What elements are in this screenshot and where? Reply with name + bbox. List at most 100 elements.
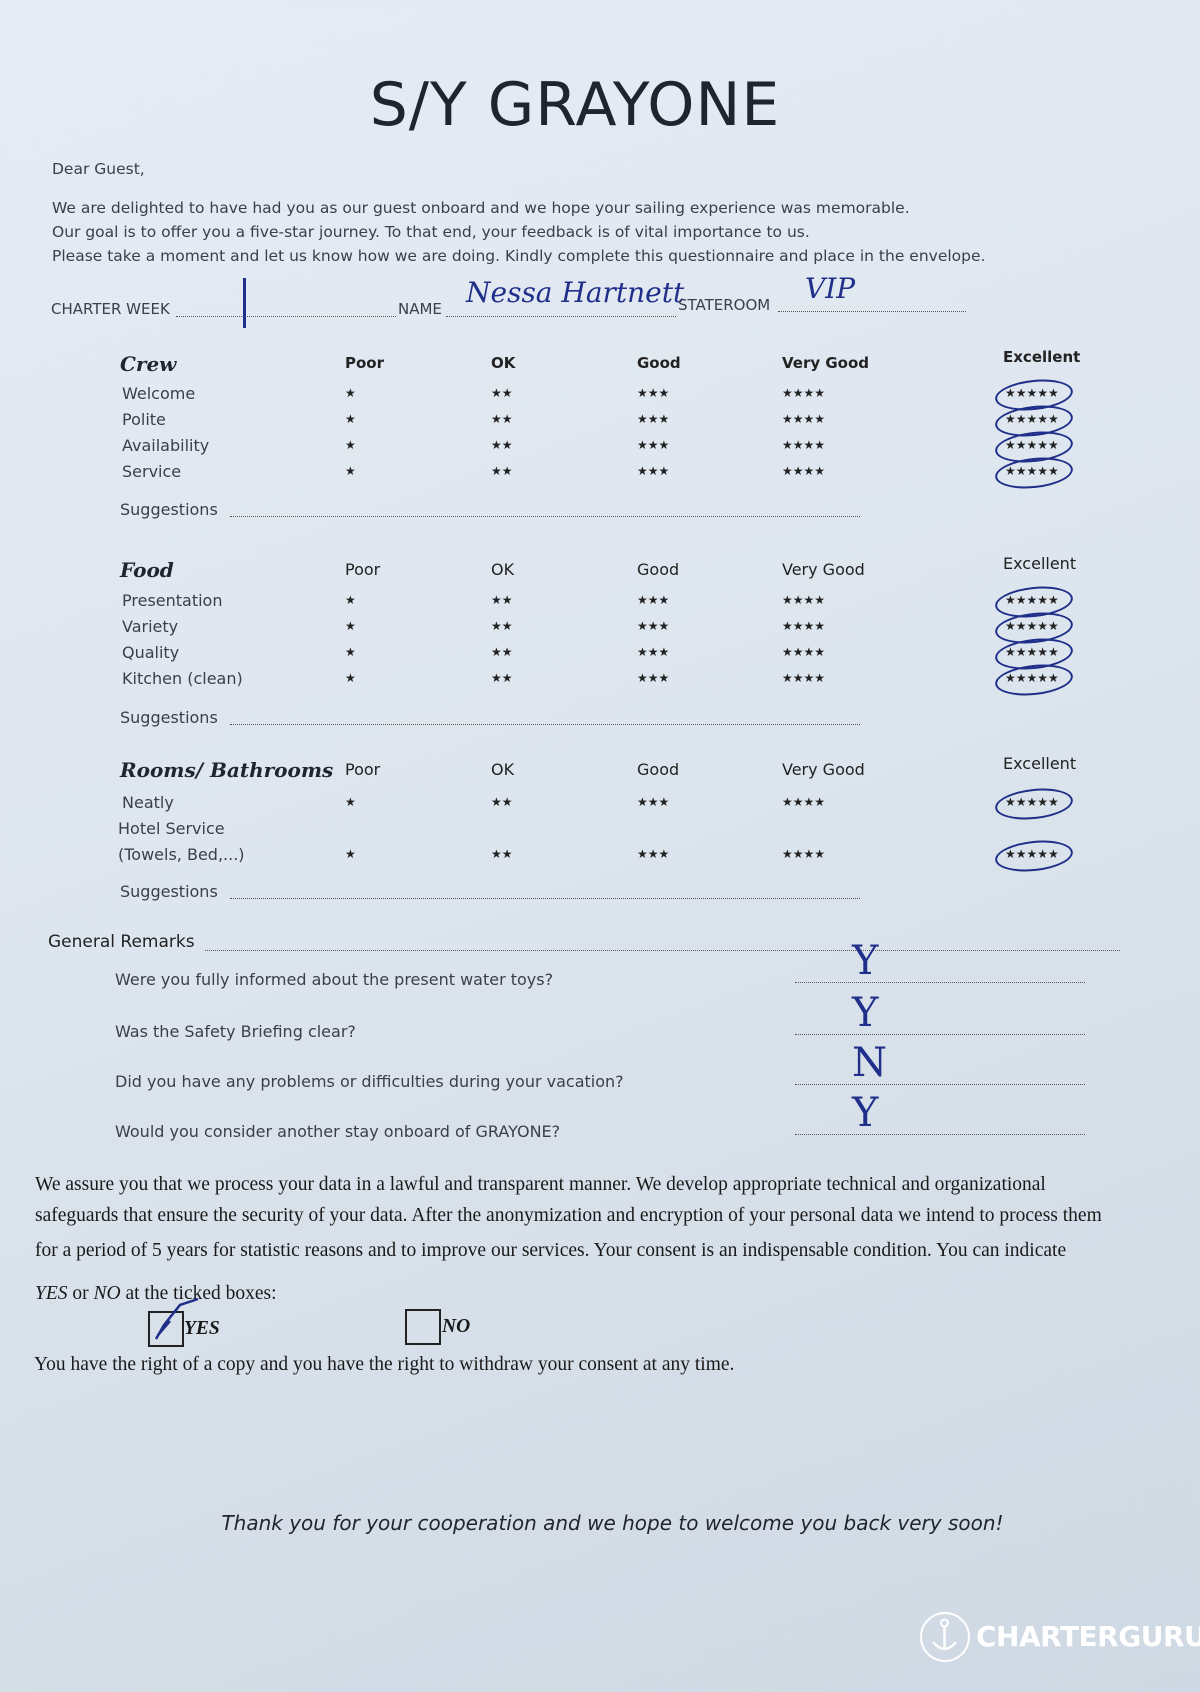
rating-option-poor[interactable]: ★ xyxy=(345,795,356,809)
item-label: Variety xyxy=(122,617,179,636)
charter-week-field[interactable] xyxy=(176,316,396,317)
suggestions-label: Suggestions xyxy=(120,708,218,727)
rating-option-ok[interactable]: ★★ xyxy=(491,671,513,685)
suggestions-label: Suggestions xyxy=(120,500,218,519)
rating-option-good[interactable]: ★★★ xyxy=(637,671,670,685)
rating-option-good[interactable]: ★★★ xyxy=(637,464,670,478)
general-remarks-field[interactable] xyxy=(205,950,1120,951)
rating-option-excellent[interactable]: ★★★★★ xyxy=(1005,593,1059,607)
or-text: or xyxy=(67,1283,94,1304)
rating-option-good[interactable]: ★★★ xyxy=(637,645,670,659)
rating-option-very-good[interactable]: ★★★★ xyxy=(782,386,826,400)
rating-option-very-good[interactable]: ★★★★ xyxy=(782,795,826,809)
suggestions-label: Suggestions xyxy=(120,882,218,901)
answer-field[interactable] xyxy=(795,1134,1085,1135)
privacy-line: for a period of 5 years for statistic re… xyxy=(35,1240,1067,1261)
rating-option-poor[interactable]: ★ xyxy=(345,386,356,400)
rating-option-excellent[interactable]: ★★★★★ xyxy=(1005,412,1059,426)
suggestions-field[interactable] xyxy=(230,516,860,517)
rating-option-excellent[interactable]: ★★★★★ xyxy=(1005,847,1059,861)
question-text: Were you fully informed about the presen… xyxy=(115,970,554,989)
answer-field[interactable] xyxy=(795,982,1085,983)
consent-no-label: NO xyxy=(442,1316,471,1337)
rating-option-very-good[interactable]: ★★★★ xyxy=(782,847,826,861)
item-label-detail: (Towels, Bed,...) xyxy=(118,845,245,864)
item-label: Quality xyxy=(122,643,180,662)
question-text: Would you consider another stay onboard … xyxy=(115,1122,561,1141)
rating-option-good[interactable]: ★★★ xyxy=(637,386,670,400)
column-header-very-good: Very Good xyxy=(782,760,865,779)
column-header-poor: Poor xyxy=(345,354,385,372)
rating-option-good[interactable]: ★★★ xyxy=(637,619,670,633)
consent-yes-checkbox[interactable] xyxy=(148,1297,199,1347)
column-header-good: Good xyxy=(637,560,680,579)
stateroom-field[interactable] xyxy=(778,311,966,312)
rating-option-very-good[interactable]: ★★★★ xyxy=(782,593,826,607)
rating-option-excellent[interactable]: ★★★★★ xyxy=(1005,795,1059,809)
rating-option-ok[interactable]: ★★ xyxy=(491,386,513,400)
answer-value: Y xyxy=(852,1090,879,1136)
rating-option-excellent[interactable]: ★★★★★ xyxy=(1005,438,1059,452)
rating-option-poor[interactable]: ★ xyxy=(345,847,356,861)
stateroom-value: VIP xyxy=(805,272,856,305)
item-label: Availability xyxy=(122,436,210,455)
rating-option-poor[interactable]: ★ xyxy=(345,464,356,478)
column-header-excellent: Excellent xyxy=(1003,348,1081,366)
check-icon xyxy=(154,1297,199,1340)
rating-option-very-good[interactable]: ★★★★ xyxy=(782,619,826,633)
item-label: Polite xyxy=(122,410,166,429)
watermark-logo: CHARTERGURU xyxy=(976,1620,1200,1653)
item-label: Kitchen (clean) xyxy=(122,669,243,688)
rating-option-poor[interactable]: ★ xyxy=(345,593,356,607)
rating-option-ok[interactable]: ★★ xyxy=(491,645,513,659)
consent-no-checkbox[interactable] xyxy=(405,1309,441,1345)
rating-option-poor[interactable]: ★ xyxy=(345,671,356,685)
rating-option-very-good[interactable]: ★★★★ xyxy=(782,645,826,659)
rating-option-very-good[interactable]: ★★★★ xyxy=(782,438,826,452)
rating-option-poor[interactable]: ★ xyxy=(345,645,356,659)
column-header-excellent: Excellent xyxy=(1003,554,1077,573)
rating-option-very-good[interactable]: ★★★★ xyxy=(782,412,826,426)
rating-option-good[interactable]: ★★★ xyxy=(637,438,670,452)
no-ref: NO xyxy=(93,1283,121,1304)
rating-option-ok[interactable]: ★★ xyxy=(491,464,513,478)
rating-option-good[interactable]: ★★★ xyxy=(637,593,670,607)
name-field[interactable] xyxy=(446,316,676,317)
rating-option-poor[interactable]: ★ xyxy=(345,412,356,426)
rating-option-ok[interactable]: ★★ xyxy=(491,795,513,809)
intro-line: Our goal is to offer you a five-star jou… xyxy=(52,223,810,241)
answer-field[interactable] xyxy=(795,1034,1085,1035)
anchor-logo-icon xyxy=(920,1612,970,1662)
rating-option-good[interactable]: ★★★ xyxy=(637,795,670,809)
charter-week-mark xyxy=(243,278,246,328)
rating-option-poor[interactable]: ★ xyxy=(345,438,356,452)
rating-option-ok[interactable]: ★★ xyxy=(491,619,513,633)
rating-option-very-good[interactable]: ★★★★ xyxy=(782,464,826,478)
consent-yes-label: YES xyxy=(184,1318,220,1339)
rating-option-poor[interactable]: ★ xyxy=(345,619,356,633)
rating-option-excellent[interactable]: ★★★★★ xyxy=(1005,386,1059,400)
rating-option-excellent[interactable]: ★★★★★ xyxy=(1005,619,1059,633)
rating-option-excellent[interactable]: ★★★★★ xyxy=(1005,645,1059,659)
selected-rating-circle xyxy=(993,785,1075,823)
rating-option-ok[interactable]: ★★ xyxy=(491,593,513,607)
rating-option-very-good[interactable]: ★★★★ xyxy=(782,671,826,685)
section-title: Crew xyxy=(120,352,177,376)
rating-option-ok[interactable]: ★★ xyxy=(491,412,513,426)
rating-option-excellent[interactable]: ★★★★★ xyxy=(1005,464,1059,478)
column-header-very-good: Very Good xyxy=(782,560,865,579)
rating-option-ok[interactable]: ★★ xyxy=(491,847,513,861)
question-text: Did you have any problems or difficultie… xyxy=(115,1072,624,1091)
column-header-good: Good xyxy=(637,760,680,779)
rating-option-good[interactable]: ★★★ xyxy=(637,847,670,861)
rating-option-ok[interactable]: ★★ xyxy=(491,438,513,452)
section-title: Rooms/ Bathrooms xyxy=(120,758,334,782)
suggestions-field[interactable] xyxy=(230,724,860,725)
column-header-poor: Poor xyxy=(345,760,381,779)
item-label: Hotel Service xyxy=(118,819,225,838)
rating-option-excellent[interactable]: ★★★★★ xyxy=(1005,671,1059,685)
suggestions-field[interactable] xyxy=(230,898,860,899)
answer-field[interactable] xyxy=(795,1084,1085,1085)
rating-option-good[interactable]: ★★★ xyxy=(637,412,670,426)
column-header-very-good: Very Good xyxy=(782,354,870,372)
